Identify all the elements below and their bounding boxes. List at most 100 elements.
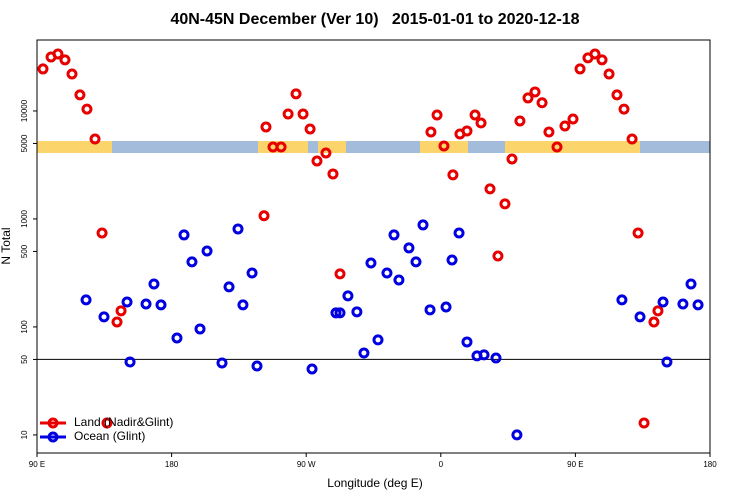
data-point: [282, 108, 294, 120]
data-point: [438, 140, 450, 152]
map-strip: [37, 141, 710, 153]
data-point: [440, 301, 452, 313]
data-point: [634, 311, 646, 323]
y-tick-label: 10: [20, 430, 29, 439]
data-point: [475, 117, 487, 129]
data-point: [490, 352, 502, 364]
data-point: [461, 125, 473, 137]
data-point: [372, 334, 384, 346]
x-tick-label: 90 W: [297, 460, 316, 469]
x-tick-label: 90 E: [29, 460, 45, 469]
data-point: [290, 88, 302, 100]
data-point: [89, 133, 101, 145]
data-point: [327, 168, 339, 180]
data-point: [258, 210, 270, 222]
data-point: [499, 198, 511, 210]
data-point: [514, 115, 526, 127]
data-point: [251, 360, 263, 372]
y-axis-title: N Total: [0, 227, 13, 264]
data-point: [484, 183, 496, 195]
data-point: [648, 316, 660, 328]
plot-frame: [36, 39, 711, 454]
data-point: [237, 299, 249, 311]
data-point: [632, 227, 644, 239]
data-point: [677, 298, 689, 310]
data-point: [596, 54, 608, 66]
data-point: [121, 296, 133, 308]
y-tick-label: 5000: [20, 134, 29, 152]
data-point: [506, 153, 518, 165]
data-point: [194, 323, 206, 335]
data-point: [275, 141, 287, 153]
data-point: [334, 268, 346, 280]
data-point: [603, 68, 615, 80]
data-point: [618, 103, 630, 115]
data-point: [304, 123, 316, 135]
data-point: [551, 141, 563, 153]
data-point: [297, 108, 309, 120]
data-point: [522, 92, 534, 104]
legend-label: Ocean (Glint): [74, 429, 145, 443]
data-point: [403, 242, 415, 254]
data-point: [447, 169, 459, 181]
data-point: [589, 48, 601, 60]
data-point: [140, 298, 152, 310]
legend-marker: [47, 417, 59, 429]
data-point: [626, 133, 638, 145]
data-point: [611, 89, 623, 101]
legend-marker: [47, 431, 59, 443]
data-point: [232, 223, 244, 235]
legend-label: Land (Nadir&Glint): [74, 415, 173, 429]
data-point: [492, 250, 504, 262]
data-point: [320, 147, 332, 159]
data-point: [59, 54, 71, 66]
x-tick-label: 180: [165, 460, 179, 469]
data-point: [216, 357, 228, 369]
x-tick-label: 0: [439, 460, 444, 469]
data-point: [529, 86, 541, 98]
data-point: [111, 316, 123, 328]
data-point: [424, 304, 436, 316]
data-point: [81, 103, 93, 115]
data-point: [567, 113, 579, 125]
data-point: [652, 305, 664, 317]
data-point: [311, 155, 323, 167]
data-point: [638, 417, 650, 429]
data-point: [425, 126, 437, 138]
data-point: [543, 126, 555, 138]
data-point: [661, 356, 673, 368]
data-point: [98, 311, 110, 323]
data-point: [365, 257, 377, 269]
data-point: [334, 307, 346, 319]
data-point: [536, 97, 548, 109]
data-point: [260, 121, 272, 133]
data-point: [685, 278, 697, 290]
data-point: [186, 256, 198, 268]
data-point: [388, 229, 400, 241]
y-tick-label: 10000: [20, 99, 29, 122]
data-point: [692, 299, 704, 311]
data-point: [393, 274, 405, 286]
data-point: [178, 229, 190, 241]
data-point: [657, 296, 669, 308]
data-point: [246, 267, 258, 279]
data-point: [351, 306, 363, 318]
data-point: [478, 349, 490, 361]
data-point: [511, 429, 523, 441]
data-point: [616, 294, 628, 306]
data-point: [342, 290, 354, 302]
data-point: [417, 219, 429, 231]
data-point: [446, 254, 458, 266]
data-point: [330, 307, 342, 319]
data-point: [461, 336, 473, 348]
data-point: [223, 281, 235, 293]
data-point: [306, 363, 318, 375]
y-tick-label: 1000: [20, 209, 29, 227]
data-point: [124, 356, 136, 368]
x-tick-label: 90 E: [567, 460, 583, 469]
data-point: [574, 63, 586, 75]
y-tick-label: 50: [20, 354, 29, 363]
data-point: [453, 227, 465, 239]
